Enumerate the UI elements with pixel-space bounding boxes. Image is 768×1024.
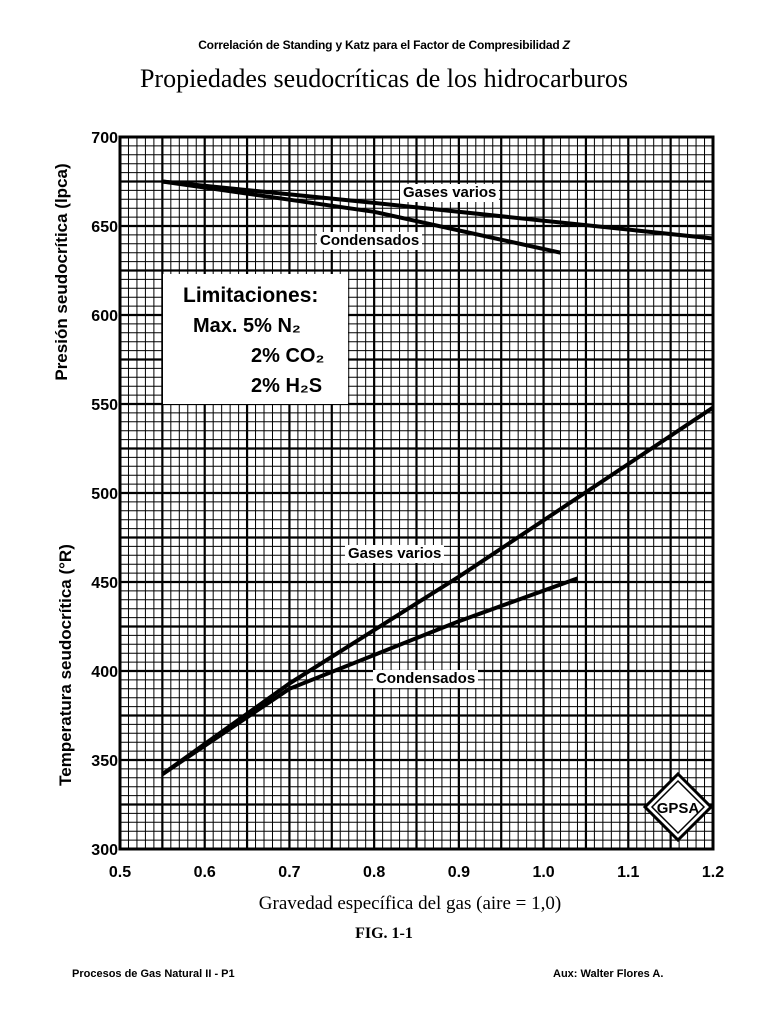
series-layer	[161, 179, 715, 776]
x-tick-label: 0.9	[448, 864, 470, 881]
x-tick-label: 0.6	[194, 864, 216, 881]
label-pressure-condensates: Condensados	[317, 232, 423, 250]
footer-course: Procesos de Gas Natural II - P1	[72, 968, 235, 980]
page-subtitle: Correlación de Standing y Katz para el F…	[0, 38, 768, 52]
limitations-heading: Limitaciones:	[183, 284, 319, 307]
y-tick-label: 450	[91, 575, 118, 592]
footer-author: Aux: Walter Flores A.	[553, 968, 664, 980]
y-tick-label: 700	[91, 130, 118, 147]
tick-label-layer: 0.5 0.6 0.7 0.8 0.9 1.0 1.1 1.2 300 350 400 450 500 5…	[91, 130, 724, 881]
y-tick-label: 350	[91, 753, 118, 770]
x-axis-label: Gravedad específica del gas (aire = 1,0)	[258, 893, 562, 914]
series-line-pressure-0	[162, 179, 714, 241]
label-pressure-gases: Gases varios	[400, 184, 500, 202]
limitations-line-2: 2% CO₂	[251, 345, 325, 367]
y-tick-label: 600	[91, 308, 118, 325]
y-axis-label-temperature-text: Temperatura seudocrítica (°R)	[56, 544, 75, 786]
figure-caption: FIG. 1-1	[355, 925, 413, 942]
subtitle-symbol: Z	[562, 38, 570, 52]
y-tick-label: 300	[91, 842, 118, 859]
limitations-line-1: Max. 5% N₂	[193, 315, 301, 337]
logo-text: GPSA	[657, 800, 700, 817]
label-temperature-condensates: Condensados	[373, 670, 479, 688]
y-tick-label: 550	[91, 397, 118, 414]
y-axis-label-pressure-text: Presión seudocrítica (lpca)	[52, 163, 71, 381]
y-tick-label: 400	[91, 664, 118, 681]
grid-layer	[118, 135, 715, 851]
x-tick-label: 1.1	[617, 864, 639, 881]
x-tick-label: 0.5	[109, 864, 131, 881]
x-tick-label: 0.7	[278, 864, 300, 881]
x-tick-label: 1.2	[702, 864, 724, 881]
x-tick-label: 1.0	[532, 864, 554, 881]
limitations-line-3: 2% H₂S	[251, 375, 323, 397]
axis-layer	[118, 135, 715, 851]
chart-title: Propiedades seudocríticas de los hidroca…	[139, 64, 629, 93]
series-line-pressure-1	[162, 179, 561, 255]
x-tick-label: 0.8	[363, 864, 385, 881]
subtitle-text: Correlación de Standing y Katz para el F…	[198, 38, 560, 52]
limitations-box: Limitaciones: Max. 5% N₂ 2% CO₂ 2% H₂S	[163, 274, 348, 404]
y-tick-label: 650	[91, 219, 118, 236]
gpsa-logo: GPSA	[642, 771, 714, 843]
series-line-temperature-2	[161, 405, 715, 776]
logo-inner-diamond	[650, 779, 706, 835]
logo-diamond	[642, 771, 714, 843]
plot-frame	[118, 135, 715, 851]
series-line-temperature-3	[161, 576, 579, 776]
label-temperature-gases: Gases varios	[345, 545, 445, 563]
y-tick-label: 500	[91, 486, 118, 503]
